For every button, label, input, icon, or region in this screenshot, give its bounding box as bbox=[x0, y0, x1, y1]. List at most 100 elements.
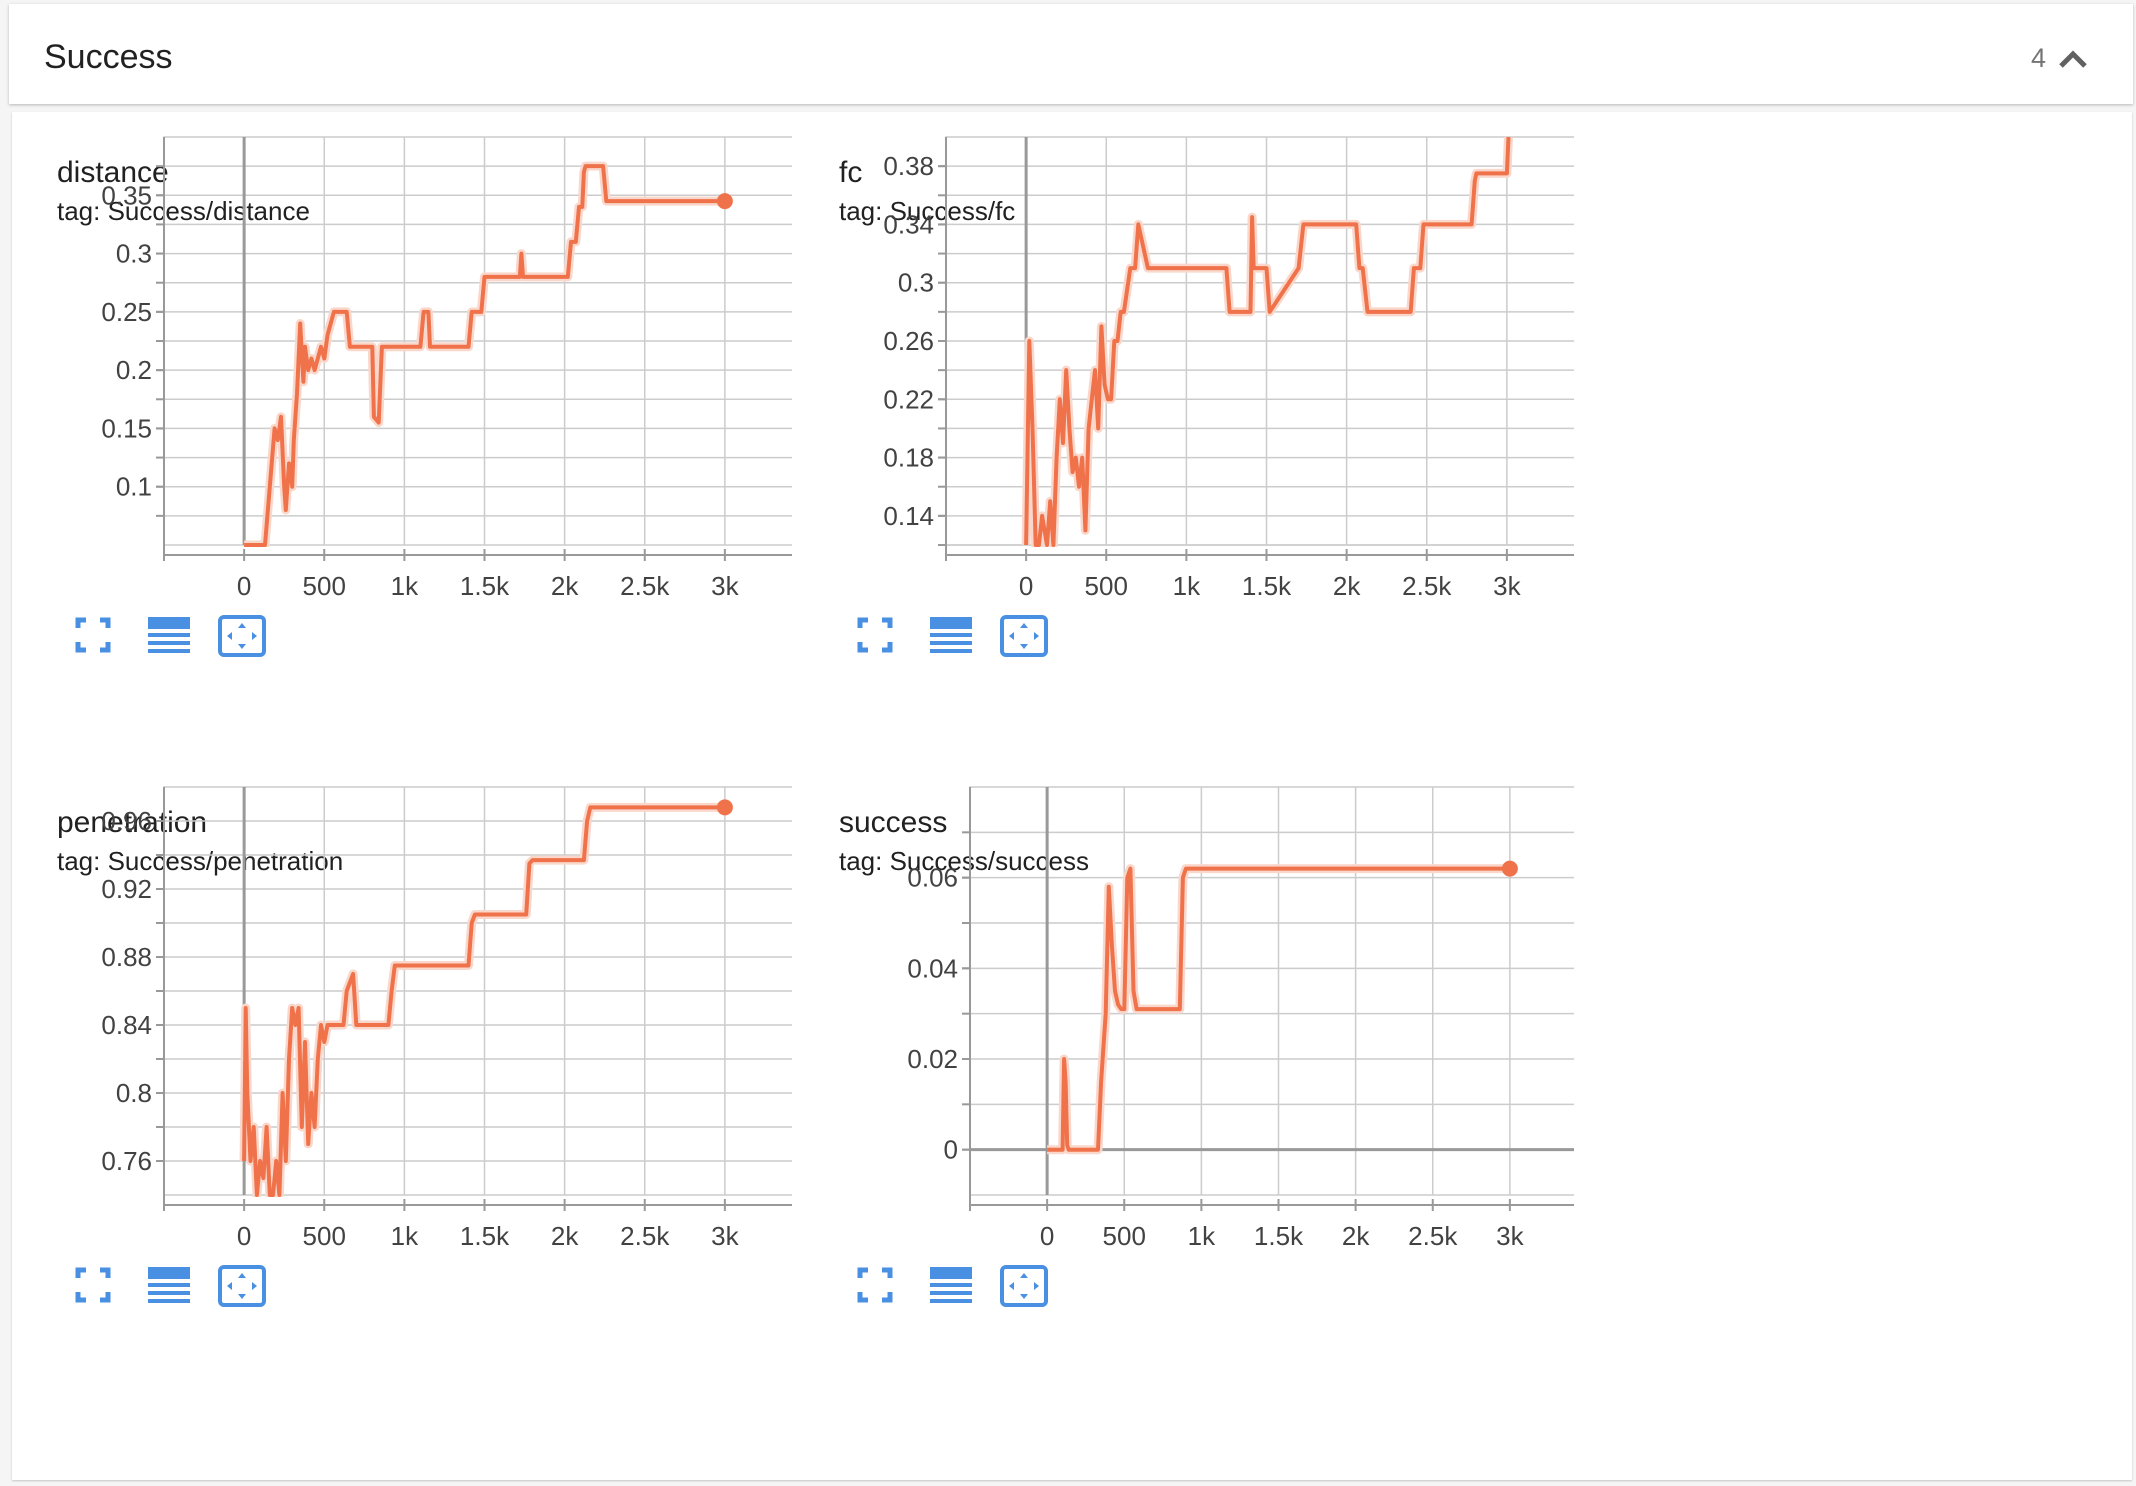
series-line[interactable] bbox=[1024, 136, 1511, 547]
y-tick-label: 0.38 bbox=[883, 151, 934, 181]
series-end-point[interactable] bbox=[716, 799, 733, 816]
y-tick-label: 0.26 bbox=[883, 326, 934, 356]
y-tick-label: 0.25 bbox=[101, 297, 152, 327]
chart-tag: tag: Success/penetration bbox=[57, 846, 344, 876]
x-tick-label: 1.5k bbox=[1242, 571, 1292, 601]
series-end-point[interactable] bbox=[716, 193, 733, 210]
y-tick-label: 0.84 bbox=[101, 1010, 152, 1040]
fit-domain-button[interactable] bbox=[217, 614, 267, 658]
fullscreen-icon bbox=[857, 617, 893, 653]
chart-title: success bbox=[839, 806, 948, 839]
x-tick-label: 1.5k bbox=[1254, 1221, 1304, 1251]
y-tick-label: 0.35 bbox=[101, 180, 152, 210]
y-tick-label: 0.14 bbox=[883, 501, 934, 531]
y-tick-label: 0.3 bbox=[116, 239, 152, 269]
y-tick-label: 0.76 bbox=[101, 1146, 152, 1176]
x-tick-label: 2.5k bbox=[1408, 1221, 1458, 1251]
chart-plot[interactable]: 0 500 1k 1.5k 2k 2.5k 3k 0.1 0.15 0.2 0.25 0.3 0.35 bbox=[12, 112, 792, 752]
grid bbox=[962, 786, 1574, 1211]
y-tick-label: 0.96 bbox=[101, 806, 152, 836]
data-table-icon bbox=[148, 617, 190, 653]
x-tick-label: 1.5k bbox=[460, 571, 510, 601]
x-tick-label: 0 bbox=[237, 571, 251, 601]
section-header[interactable]: Success 4 bbox=[9, 4, 2133, 104]
y-tick-label: 0.1 bbox=[116, 472, 152, 502]
y-tick-label: 0 bbox=[944, 1135, 958, 1165]
chart-plot[interactable]: 0 500 1k 1.5k 2k 2.5k 3k 0 0.02 0.04 0.06 bbox=[794, 762, 1574, 1402]
x-tick-label: 2k bbox=[1342, 1221, 1370, 1251]
y-tick-label: 0.18 bbox=[883, 443, 934, 473]
fullscreen-button[interactable] bbox=[854, 1264, 904, 1308]
y-tick-label: 0.15 bbox=[101, 413, 152, 443]
fit-domain-button[interactable] bbox=[999, 614, 1049, 658]
chart-card-fc: fc tag: Success/fc 0 500 1k 1.5k 2k 2.5k 3k 0.1… bbox=[794, 112, 1574, 752]
grid bbox=[938, 136, 1574, 561]
chart-title: fc bbox=[839, 156, 863, 189]
chart-card-penetration: penetration tag: Success/penetration 0 50… bbox=[12, 762, 792, 1402]
data-table-button[interactable] bbox=[144, 614, 194, 658]
series-line[interactable] bbox=[244, 164, 725, 547]
y-tick-label: 0.34 bbox=[883, 209, 934, 239]
data-table-icon bbox=[930, 1267, 972, 1303]
y-tick-label: 0.88 bbox=[101, 942, 152, 972]
x-tick-label: 500 bbox=[303, 571, 346, 601]
section-title: Success bbox=[44, 38, 173, 76]
y-tick-label: 0.2 bbox=[116, 355, 152, 385]
y-tick-label: 0.04 bbox=[907, 953, 958, 983]
y-tick-label: 0.22 bbox=[883, 384, 934, 414]
fullscreen-button[interactable] bbox=[854, 614, 904, 658]
chart-title: penetration bbox=[57, 806, 208, 839]
fit-domain-button[interactable] bbox=[999, 1264, 1049, 1308]
x-tick-label: 2k bbox=[551, 1221, 579, 1251]
x-tick-label: 1k bbox=[391, 1221, 419, 1251]
y-tick-label: 0.3 bbox=[898, 268, 934, 298]
x-tick-label: 3k bbox=[1493, 571, 1521, 601]
chart-card-success: success tag: Success/success 0 500 1k 1.5k 2… bbox=[794, 762, 1574, 1402]
y-tick-label: 0.06 bbox=[907, 863, 958, 893]
x-tick-label: 2.5k bbox=[620, 1221, 670, 1251]
fit-domain-icon bbox=[218, 615, 266, 657]
x-tick-label: 500 bbox=[303, 1221, 346, 1251]
series-line[interactable] bbox=[1047, 866, 1510, 1152]
x-tick-label: 2k bbox=[1333, 571, 1361, 601]
chart-card-distance: distance tag: Success/distance 0 500 1k 1.5… bbox=[12, 112, 792, 752]
x-tick-label: 500 bbox=[1085, 571, 1128, 601]
chart-tag: tag: Success/distance bbox=[57, 196, 310, 226]
series-end-point[interactable] bbox=[1501, 860, 1518, 877]
data-table-button[interactable] bbox=[926, 1264, 976, 1308]
x-tick-label: 2.5k bbox=[620, 571, 670, 601]
x-tick-label: 0 bbox=[1019, 571, 1033, 601]
series-line[interactable] bbox=[242, 805, 725, 1197]
grid bbox=[156, 136, 792, 561]
x-tick-label: 2.5k bbox=[1402, 571, 1452, 601]
chart-tag: tag: Success/fc bbox=[839, 196, 1016, 226]
x-tick-label: 3k bbox=[1496, 1221, 1524, 1251]
chart-plot[interactable]: 0 500 1k 1.5k 2k 2.5k 3k 0.14 0.18 0.22 0.26 0.3 0.3… bbox=[794, 112, 1574, 752]
y-tick-label: 0.02 bbox=[907, 1044, 958, 1074]
y-tick-label: 0.92 bbox=[101, 874, 152, 904]
chevron-up-icon bbox=[2059, 50, 2087, 68]
fit-domain-icon bbox=[1000, 1265, 1048, 1307]
x-tick-label: 500 bbox=[1103, 1221, 1146, 1251]
data-table-button[interactable] bbox=[144, 1264, 194, 1308]
x-tick-label: 3k bbox=[711, 1221, 739, 1251]
fullscreen-button[interactable] bbox=[72, 1264, 122, 1308]
x-tick-label: 1k bbox=[391, 571, 419, 601]
fullscreen-button[interactable] bbox=[72, 614, 122, 658]
fullscreen-icon bbox=[857, 1267, 893, 1303]
x-tick-label: 0 bbox=[237, 1221, 251, 1251]
x-tick-label: 2k bbox=[551, 571, 579, 601]
chart-title: distance bbox=[57, 156, 169, 189]
chart-plot[interactable]: 0 500 1k 1.5k 2k 2.5k 3k 0.76 0.8 0.84 0.88 0.92 0.9… bbox=[12, 762, 792, 1402]
fit-domain-icon bbox=[1000, 615, 1048, 657]
data-table-button[interactable] bbox=[926, 614, 976, 658]
collapse-button[interactable] bbox=[2053, 40, 2093, 80]
data-table-icon bbox=[148, 1267, 190, 1303]
fullscreen-icon bbox=[75, 1267, 111, 1303]
section-count: 4 bbox=[2030, 43, 2046, 73]
fit-domain-icon bbox=[218, 1265, 266, 1307]
x-tick-label: 0 bbox=[1040, 1221, 1054, 1251]
x-tick-label: 1k bbox=[1173, 571, 1201, 601]
fit-domain-button[interactable] bbox=[217, 1264, 267, 1308]
x-tick-label: 1.5k bbox=[460, 1221, 510, 1251]
